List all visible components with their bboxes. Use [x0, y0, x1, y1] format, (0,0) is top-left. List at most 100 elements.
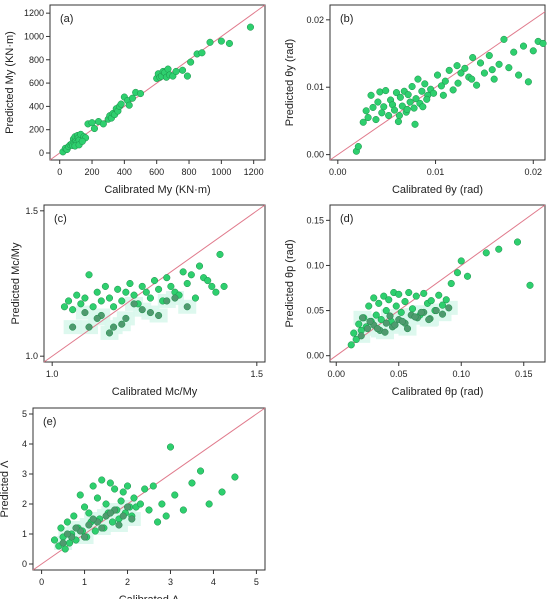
- data-point: [495, 245, 503, 253]
- panel-label: (a): [60, 13, 73, 25]
- x-tick-label: 2: [125, 577, 130, 587]
- data-point: [61, 545, 69, 553]
- data-point: [401, 297, 409, 306]
- data-point: [396, 93, 404, 101]
- x-axis-title: Calibrated Mc/My: [112, 386, 198, 398]
- data-point: [183, 279, 191, 288]
- data-point: [432, 307, 440, 315]
- data-point: [78, 137, 86, 145]
- x-tick-label: 0.02: [525, 167, 543, 177]
- y-axis-title: Predicted θp (rad): [284, 239, 296, 327]
- data-point: [403, 105, 411, 114]
- data-point: [510, 48, 518, 56]
- data-point: [392, 302, 400, 310]
- data-point: [81, 309, 89, 317]
- data-point: [206, 38, 214, 46]
- data-point: [183, 303, 191, 311]
- data-point: [366, 317, 374, 325]
- data-point: [441, 77, 449, 85]
- data-point: [373, 325, 382, 333]
- data-point: [89, 303, 97, 311]
- data-point: [69, 306, 77, 314]
- y-tick-label: 400: [29, 101, 44, 111]
- data-point: [145, 506, 153, 514]
- data-point: [93, 288, 101, 296]
- data-point: [128, 94, 136, 102]
- data-point: [410, 104, 418, 112]
- x-tick-label: 1: [82, 577, 87, 587]
- data-point: [406, 98, 414, 106]
- data-point: [101, 282, 109, 290]
- data-point: [106, 509, 114, 517]
- data-point: [118, 320, 126, 328]
- y-tick-label: 0: [39, 148, 44, 158]
- x-tick-label: 200: [85, 167, 100, 177]
- data-point: [385, 296, 393, 304]
- y-tick-label: 0.00: [306, 150, 324, 160]
- data-point: [355, 320, 363, 328]
- data-point: [136, 90, 145, 98]
- data-point: [476, 59, 485, 67]
- data-point: [485, 51, 493, 60]
- data-point: [382, 319, 390, 327]
- data-point: [381, 328, 389, 336]
- y-axis-title: Predicted My (KN·m): [4, 31, 16, 134]
- data-point: [367, 91, 375, 99]
- identity-line: [329, 11, 546, 161]
- data-point: [188, 479, 196, 487]
- data-point: [183, 72, 191, 80]
- data-point: [352, 335, 360, 343]
- data-point: [430, 89, 438, 97]
- chart-panel-e: 0 1 2 3 4 5 0 1 2 3 4 5 (e) Calibrated Λ Predicted Λ: [0, 407, 266, 599]
- data-point: [128, 515, 136, 523]
- data-point: [463, 272, 472, 280]
- data-point: [204, 277, 212, 285]
- data-point: [99, 120, 107, 128]
- data-point: [111, 485, 119, 493]
- data-point: [449, 86, 457, 94]
- data-point: [473, 81, 481, 89]
- data-point: [404, 91, 412, 99]
- data-point: [469, 54, 477, 62]
- data-point: [187, 58, 195, 66]
- data-point: [453, 269, 462, 277]
- y-tick-label: 1: [22, 529, 27, 539]
- data-point: [218, 488, 226, 496]
- x-tick-label: 600: [149, 167, 164, 177]
- y-tick-label: 600: [29, 78, 44, 88]
- x-axis-title: Calibrated θp (rad): [392, 386, 484, 398]
- data-point: [380, 292, 388, 300]
- data-point: [425, 316, 433, 324]
- data-point: [123, 482, 132, 490]
- x-tick-label: 0.15: [515, 369, 533, 379]
- data-point: [59, 539, 67, 547]
- data-point: [205, 500, 213, 508]
- data-point: [427, 297, 435, 305]
- y-axis-title: Predicted Mc/My: [10, 242, 22, 324]
- x-tick-label: 1.5: [251, 369, 264, 379]
- data-point: [130, 291, 138, 299]
- data-point: [442, 296, 450, 304]
- data-point: [414, 75, 422, 83]
- chart-panel-b: 0.00 0.01 0.02 0.00 0.01 0.02 (b) Calibrated θy…: [284, 4, 547, 196]
- data-point: [411, 120, 419, 128]
- data-point: [179, 268, 187, 276]
- y-tick-label: 0.15: [306, 215, 324, 225]
- data-point: [97, 297, 105, 305]
- y-tick-label: 5: [22, 409, 27, 419]
- data-point: [158, 500, 166, 508]
- data-point: [412, 292, 420, 300]
- data-point: [81, 533, 89, 541]
- data-point: [171, 491, 179, 499]
- data-point: [391, 321, 399, 329]
- data-point: [65, 297, 73, 305]
- data-point: [90, 124, 99, 133]
- data-point: [359, 118, 367, 126]
- data-point: [163, 297, 171, 305]
- data-point: [122, 288, 130, 296]
- data-point: [60, 303, 69, 311]
- data-point: [513, 238, 522, 246]
- data-point: [126, 279, 134, 288]
- data-point: [495, 60, 503, 68]
- data-point: [50, 536, 59, 544]
